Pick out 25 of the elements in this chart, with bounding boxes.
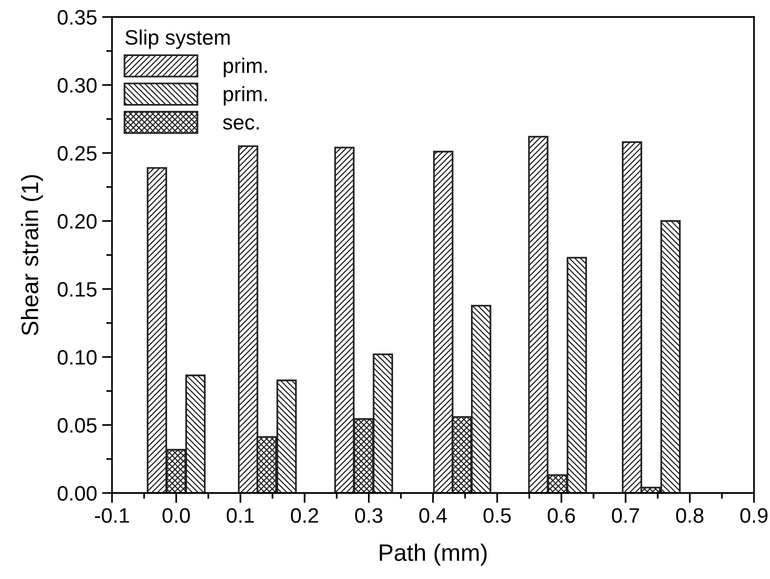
y-tick-label: 0.15: [58, 282, 97, 297]
x-tick-label: 0.2: [290, 508, 318, 523]
x-axis-title: Path (mm): [380, 544, 487, 566]
y-axis-title: Shear strain (1): [20, 175, 43, 336]
x-tick-label: 0.8: [676, 508, 704, 523]
legend-title: Slip system: [125, 30, 230, 49]
y-tick-label: 0.25: [58, 146, 97, 161]
x-tick-label: 0.3: [355, 508, 382, 523]
x-tick-label: 0.9: [740, 508, 768, 523]
legend-label: sec.: [222, 118, 259, 130]
y-tick-label: 0.20: [58, 214, 97, 229]
legend-label: prim.: [224, 58, 267, 78]
y-tick-label: 0.05: [58, 418, 97, 433]
x-tick-label: 0.4: [419, 508, 447, 523]
x-tick-label: 0.1: [226, 508, 254, 523]
x-tick-label: 0.5: [484, 508, 511, 523]
y-tick-label: 0.00: [58, 486, 97, 501]
y-tick-label: 0.10: [58, 350, 97, 365]
x-tick-label: 0.0: [162, 508, 190, 523]
y-tick-label: 0.30: [58, 78, 97, 93]
y-tick-label: 0.35: [58, 10, 97, 25]
x-tick-label: -0.1: [94, 508, 129, 523]
x-tick-label: 0.7: [612, 508, 640, 523]
legend-label: prim.: [224, 86, 267, 106]
x-tick-label: 0.6: [548, 508, 575, 523]
